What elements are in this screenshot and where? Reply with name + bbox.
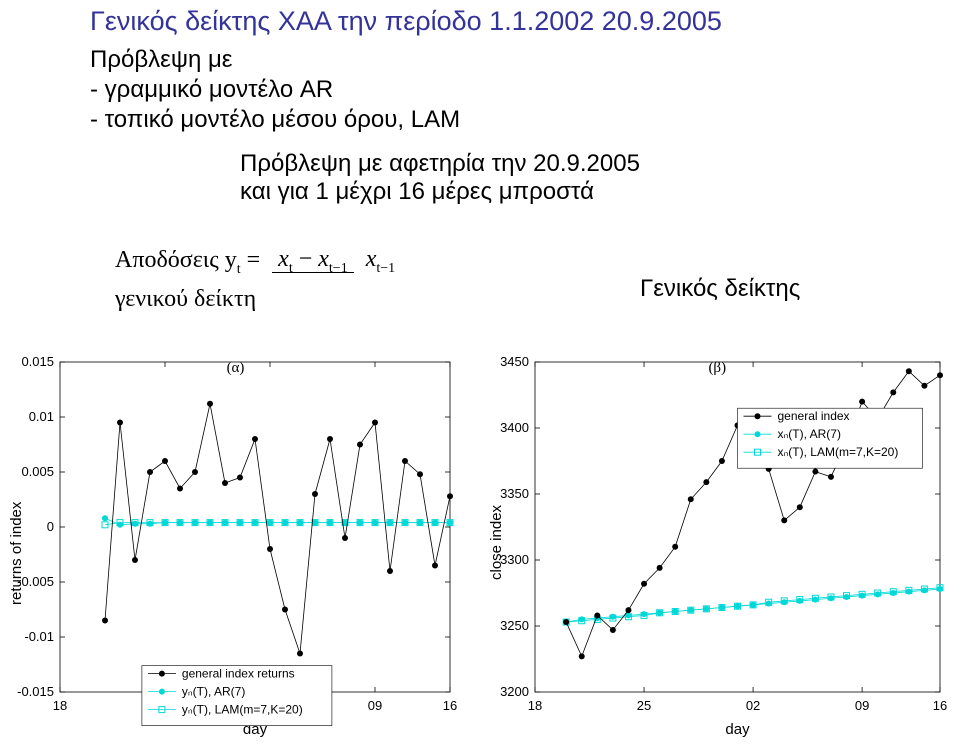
svg-text:18: 18 [528, 698, 542, 713]
svg-text:yₙ(T), AR(7): yₙ(T), AR(7) [182, 685, 245, 699]
svg-text:general index returns: general index returns [182, 667, 295, 681]
svg-text:0.01: 0.01 [29, 409, 54, 424]
svg-text:(α): (α) [227, 360, 245, 376]
subtitle-3: - τοπικό μοντέλο μέσου όρου, LAM [90, 106, 460, 134]
svg-text:25: 25 [637, 698, 651, 713]
subtitle-2: - γραμμικό μοντέλο AR [90, 76, 333, 104]
chartB-ylabel: close index [488, 505, 505, 580]
svg-text:-0.01: -0.01 [24, 629, 54, 644]
svg-text:yₙ(T), LAM(m=7,K=20): yₙ(T), LAM(m=7,K=20) [182, 703, 303, 717]
svg-text:3350: 3350 [500, 486, 529, 501]
svg-text:(β): (β) [708, 360, 726, 376]
svg-text:18: 18 [53, 698, 67, 713]
page-title: Γενικός δείκτης ΧΑΑ την περίοδο 1.1.2002… [90, 6, 722, 37]
svg-text:0.015: 0.015 [21, 354, 54, 369]
svg-text:xₙ(T), LAM(m=7,K=20): xₙ(T), LAM(m=7,K=20) [778, 445, 899, 459]
chartA-ylabel: returns of index [8, 502, 25, 605]
formula-general: γενικού δείκτη [115, 286, 401, 313]
general-index-label: Γενικός δείκτης [640, 275, 800, 303]
chart-returns: -0.015-0.01-0.00500.0050.010.01518250209… [0, 350, 460, 740]
svg-text:3250: 3250 [500, 618, 529, 633]
svg-text:0.005: 0.005 [21, 464, 54, 479]
svg-text:general index: general index [778, 409, 850, 423]
svg-text:3450: 3450 [500, 354, 529, 369]
svg-text:09: 09 [368, 698, 382, 713]
svg-text:-0.015: -0.015 [17, 684, 54, 699]
svg-text:0: 0 [47, 519, 54, 534]
formula: Αποδόσεις yt = xt − xt−1 xt−1 γενικού δε… [115, 246, 401, 313]
svg-text:3200: 3200 [500, 684, 529, 699]
chart-close-index: 3200325033003350340034501825020916day(β)… [480, 350, 950, 740]
svg-text:day: day [725, 721, 750, 738]
subtitle-1: Πρόβλεψη με [90, 46, 233, 74]
subtitle-5: και για 1 μέχρι 16 μέρες μπροστά [240, 178, 594, 206]
svg-text:3400: 3400 [500, 420, 529, 435]
svg-text:16: 16 [933, 698, 947, 713]
subtitle-4: Πρόβλεψη με αφετηρία την 20.9.2005 [240, 150, 640, 178]
svg-text:02: 02 [746, 698, 760, 713]
svg-text:09: 09 [855, 698, 869, 713]
svg-text:16: 16 [443, 698, 457, 713]
svg-text:xₙ(T), AR(7): xₙ(T), AR(7) [778, 427, 841, 441]
formula-lhs: Αποδόσεις yt = [115, 247, 260, 273]
